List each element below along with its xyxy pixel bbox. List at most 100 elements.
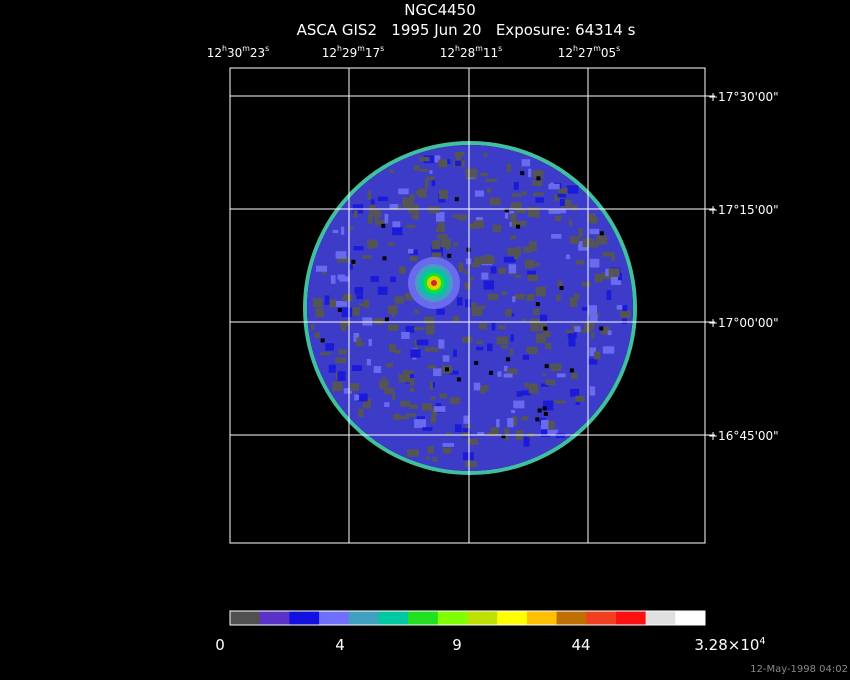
dec-label: +17°30'00" [708,90,779,104]
noise-patch [543,411,548,416]
noise-patch [442,443,455,447]
noise-patch [322,270,327,275]
noise-patch [556,373,566,378]
noise-patch [426,176,435,181]
noise-patch [351,259,356,264]
noise-patch [393,413,400,421]
noise-patch [554,194,561,201]
noise-patch [419,157,430,162]
noise-patch [328,364,336,373]
ra-label: 12h27m05s [558,44,620,60]
noise-patch [596,235,608,245]
noise-patch [416,339,429,346]
noise-patch [521,416,529,421]
noise-patch [315,308,325,318]
noise-patch [465,461,477,468]
noise-patch [473,382,481,391]
label-part: 0 [215,636,225,654]
noise-patch [405,326,415,333]
noise-patch [367,190,371,201]
noise-patch [341,307,353,318]
noise-patch [481,272,489,280]
label-part: 12 [440,46,455,60]
noise-patch [337,307,342,312]
colorbar-segment [230,611,261,625]
noise-patch [535,286,546,297]
noise-patch [515,208,527,213]
noise-patch [454,424,462,433]
noise-patch [589,228,600,235]
label-part: 4 [335,636,345,654]
noise-patch [581,306,590,311]
label-part: 12 [207,46,222,60]
frame [229,67,706,544]
noise-patch [467,438,479,445]
noise-patch [466,302,477,309]
noise-patch [388,344,397,353]
noise-patch [392,393,396,401]
colorbar-label: 3.28×104 [694,636,765,654]
noise-patch [602,251,614,257]
noise-patch [537,408,542,413]
noise-patch [431,252,442,262]
noise-patch [362,398,371,409]
noise-patch [404,292,414,301]
noise-patch [491,322,496,331]
noise-patch [316,265,328,272]
noise-patch [392,227,403,236]
colorbar-segment [615,611,647,625]
noise-patch [511,219,517,228]
ra-label: 12h29m17s [322,44,384,60]
noise-patch [521,390,531,396]
noise-patch [468,223,479,229]
noise-patch [382,256,387,261]
noise-patch [353,210,358,214]
noise-patch [527,274,539,282]
noise-patch [455,153,462,164]
noise-patch [388,309,398,314]
noise-patch [573,293,580,301]
noise-patch [590,216,598,224]
superscript: m [593,44,601,53]
noise-patch [329,299,336,308]
noise-patch [397,415,409,420]
noise-patch [506,357,511,362]
noise-patch [551,234,562,239]
noise-patch [373,366,382,374]
label-part: 12 [322,46,337,60]
noise-patch [498,325,506,330]
noise-patch [455,160,462,167]
noise-patch [465,299,472,308]
noise-patch [532,180,543,187]
noise-patch [543,400,554,411]
noise-patch [354,394,360,401]
superscript: 4 [759,636,765,647]
noise-patch [591,332,595,339]
noise-patch [377,286,388,295]
noise-patch [335,357,347,364]
noise-patch [578,228,583,238]
noise-patch [453,242,459,247]
noise-patch [410,349,421,358]
noise-patch [559,199,565,206]
object-title: NGC4450 [404,1,476,19]
noise-patch [554,400,566,404]
noise-patch [535,417,540,422]
noise-patch [554,215,562,222]
noise-patch [409,256,418,262]
noise-patch [431,415,436,424]
noise-patch [438,339,445,349]
noise-patch [487,431,499,437]
superscript: h [455,44,460,53]
noise-patch [522,191,528,196]
noise-patch [409,249,418,256]
noise-patch [461,432,470,437]
noise-patch [589,347,597,357]
colorbar-frame [229,610,706,626]
noise-patch [411,213,420,220]
noise-patch [565,254,571,259]
noise-patch [389,169,395,173]
noise-patch [588,358,598,365]
noise-patch [528,383,539,394]
